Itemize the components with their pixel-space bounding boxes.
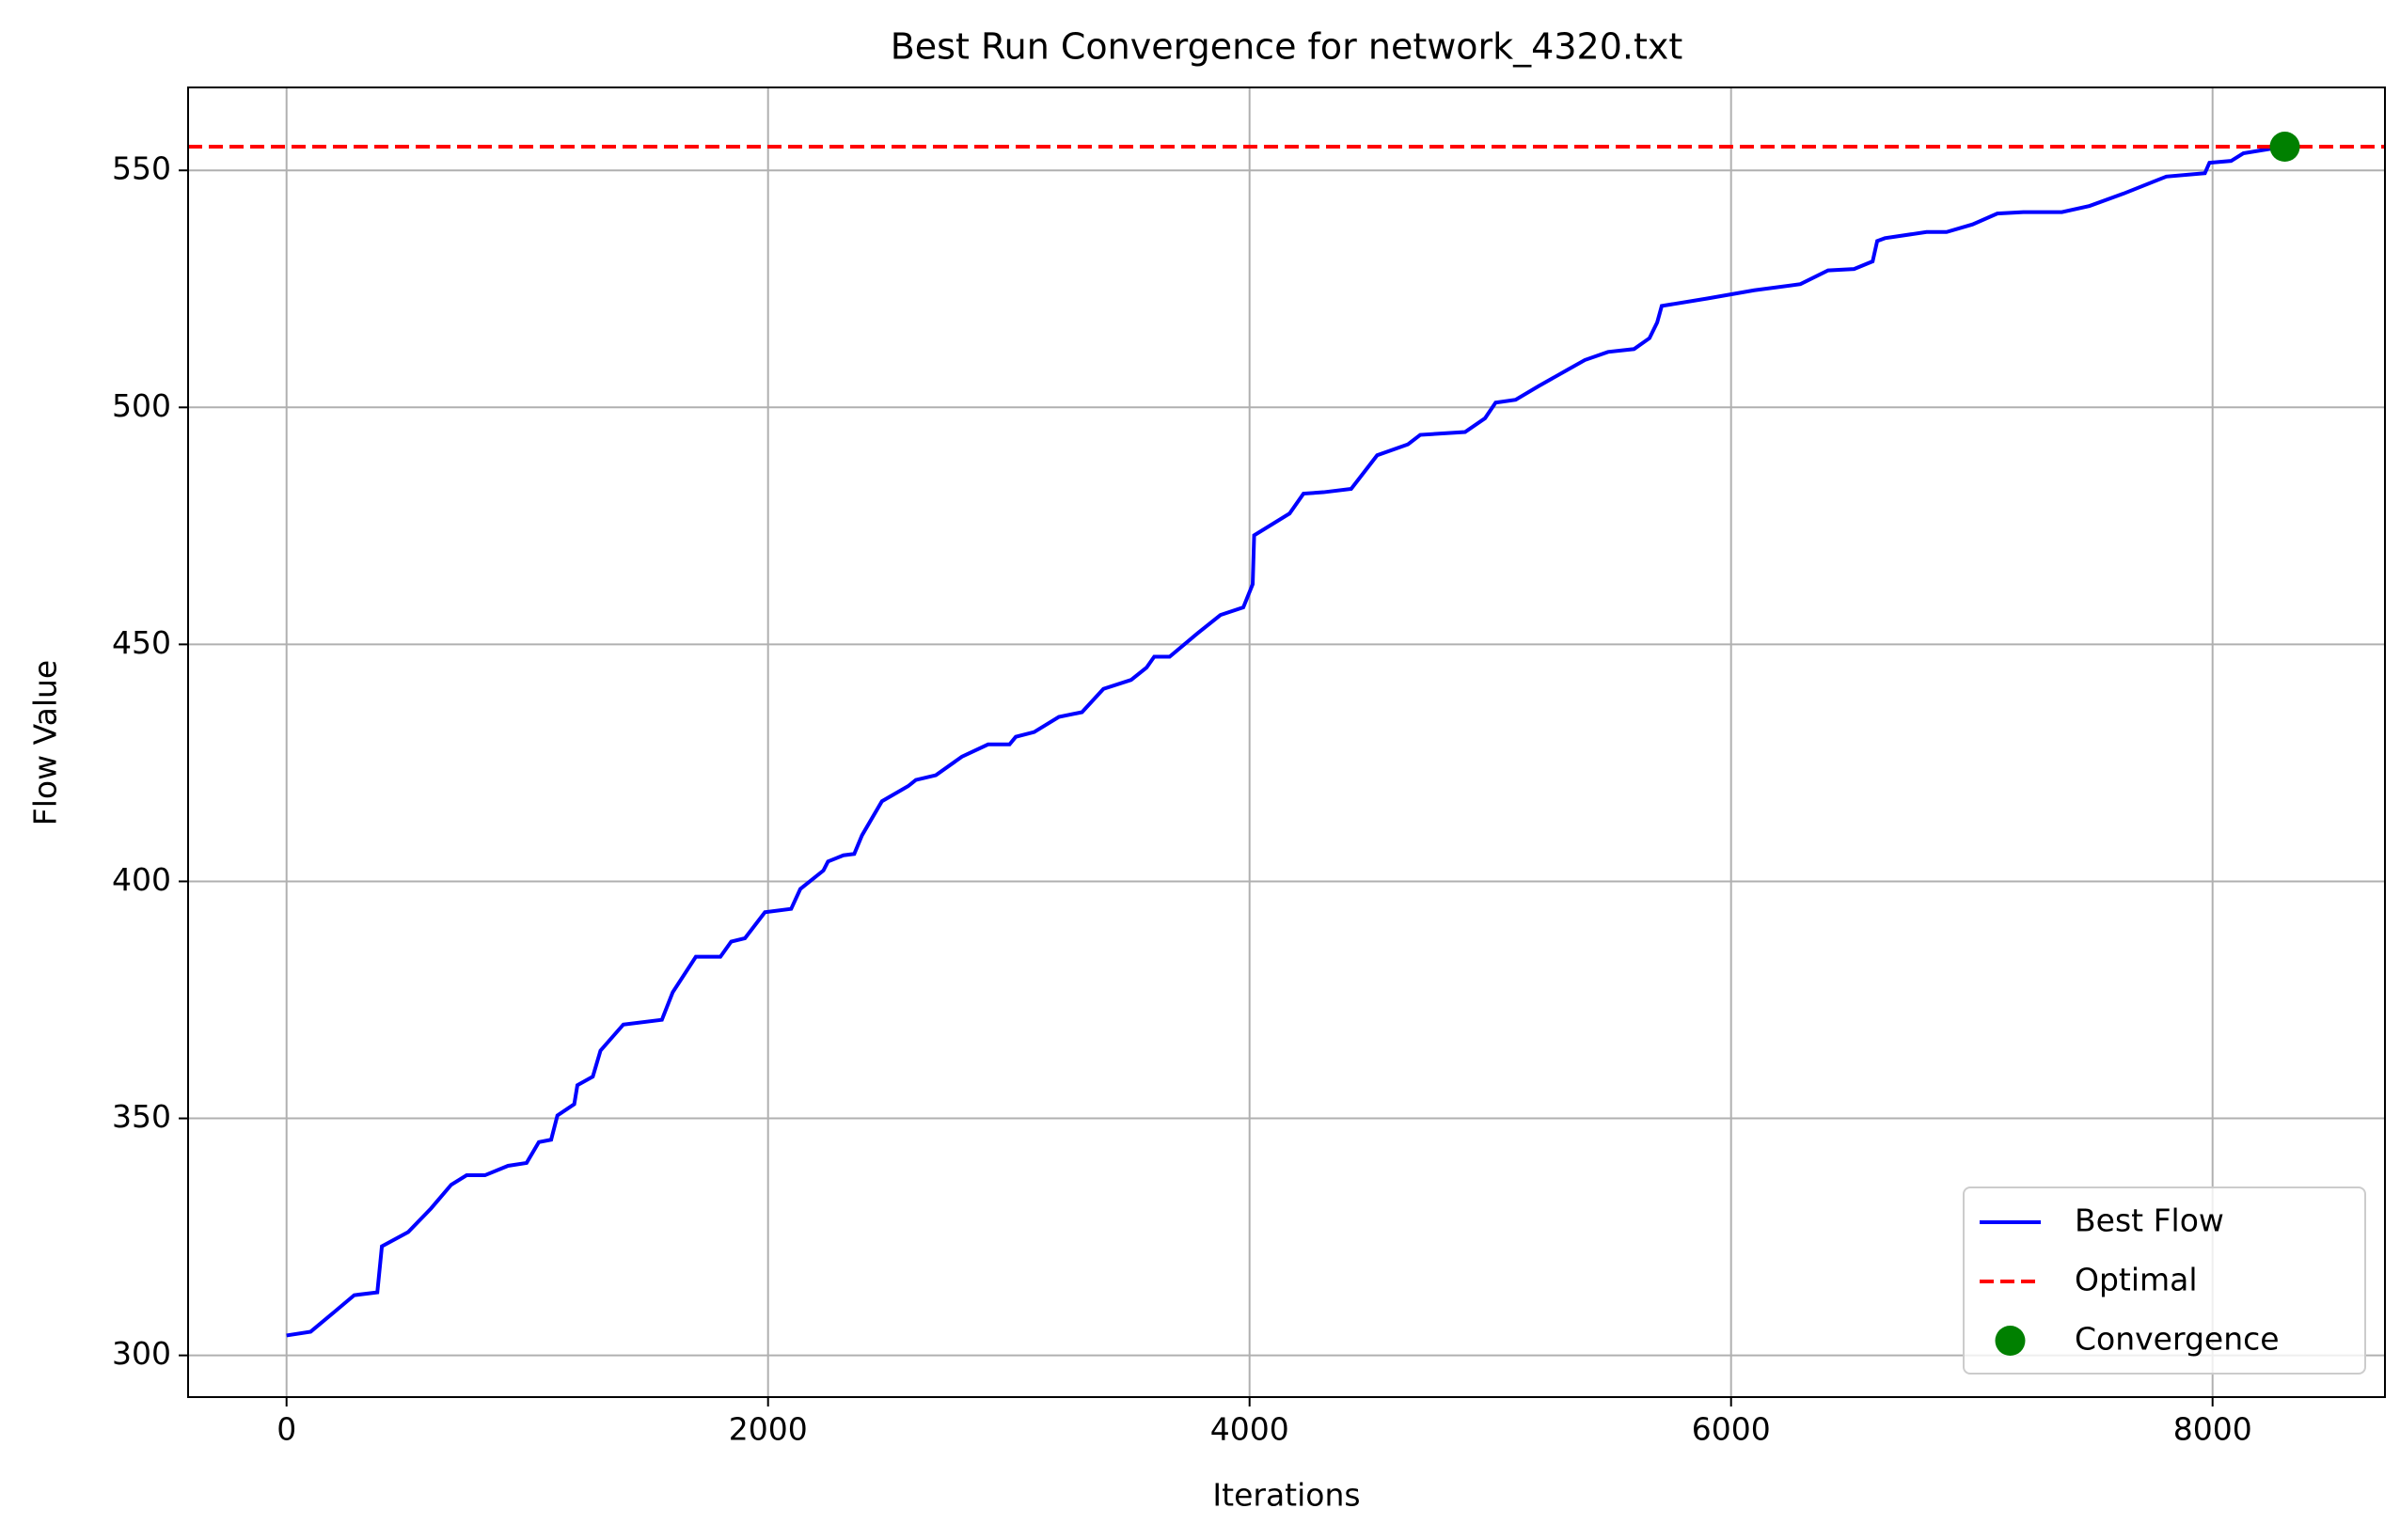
y-tick-label: 450	[112, 624, 171, 661]
convergence-point	[2269, 132, 2300, 163]
x-tick-label: 4000	[1210, 1411, 1289, 1448]
legend-label: Optimal	[2075, 1262, 2198, 1298]
y-tick-label: 500	[112, 387, 171, 424]
legend-box	[1963, 1186, 2366, 1375]
chart-title: Best Run Convergence for network_4320.tx…	[891, 26, 1683, 68]
x-axis-label: Iterations	[1212, 1477, 1360, 1514]
y-tick-label: 350	[112, 1098, 171, 1135]
legend-marker	[1995, 1326, 2026, 1356]
y-tick-label: 550	[112, 150, 171, 187]
data-line	[286, 145, 2281, 1338]
x-tick-label: 8000	[2173, 1411, 2252, 1448]
x-tick-label: 6000	[1692, 1411, 1771, 1448]
legend-label: Convergence	[2075, 1321, 2280, 1358]
y-tick-label: 300	[112, 1335, 171, 1372]
y-tick-label: 400	[112, 861, 171, 898]
y-axis-label: Flow Value	[27, 660, 64, 825]
legend-label: Best Flow	[2075, 1202, 2224, 1239]
x-tick-label: 2000	[729, 1411, 808, 1448]
plot-frame	[187, 86, 2386, 1398]
x-tick-label: 0	[276, 1411, 296, 1448]
